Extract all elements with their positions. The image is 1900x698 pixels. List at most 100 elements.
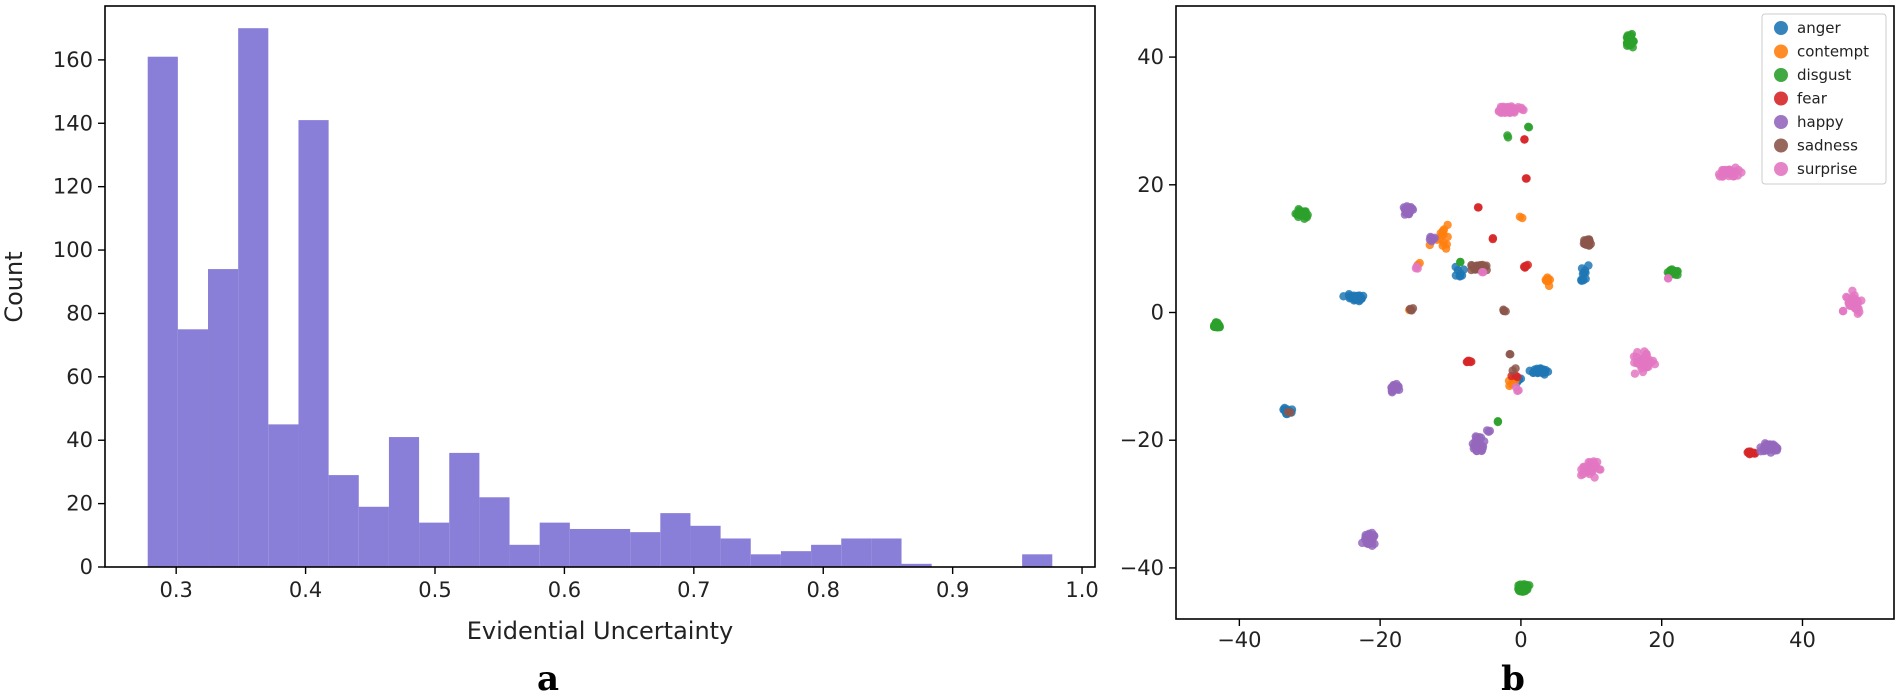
x-tick-label: 0.5	[418, 578, 451, 602]
x-tick-label: 0.9	[936, 578, 969, 602]
legend-item-happy: happy	[1774, 113, 1844, 131]
scatter-points	[1209, 29, 1866, 596]
x-tick-label: 0.6	[548, 578, 581, 602]
scatter-point	[1456, 257, 1465, 267]
legend-marker	[1774, 44, 1788, 59]
y-tick-label: 20	[1137, 173, 1164, 197]
scatter-point	[1413, 264, 1422, 273]
scatter-point	[1586, 465, 1595, 474]
legend-marker	[1774, 138, 1788, 153]
scatter-point	[1535, 365, 1544, 374]
scatter-point	[1513, 372, 1522, 382]
histogram-bar	[509, 544, 540, 567]
histogram-y-label: Count	[0, 251, 28, 322]
scatter-point	[1364, 533, 1373, 542]
x-tick-label: 0	[1514, 628, 1527, 652]
y-tick-label: −20	[1120, 428, 1164, 452]
scatter-point	[1737, 168, 1746, 177]
x-tick-label: 0.3	[159, 578, 192, 602]
histogram-y-ticks: 0 20 40 60 80 100 120 140 160	[53, 48, 105, 579]
scatter-point	[1577, 264, 1587, 273]
scatter-point	[1853, 303, 1862, 312]
scatter-point	[1590, 473, 1599, 482]
histogram-bar	[1022, 554, 1053, 567]
scatter-point	[1629, 37, 1638, 46]
histogram-bar	[388, 437, 420, 567]
scatter-point	[1455, 271, 1465, 280]
histogram-axes-frame	[104, 5, 1096, 568]
scatter-point	[1473, 203, 1483, 212]
scatter-point	[1523, 583, 1532, 592]
scatter-point	[1283, 407, 1293, 417]
legend-label: surprise	[1797, 160, 1857, 178]
legend-marker	[1774, 115, 1788, 129]
scatter-point	[1773, 444, 1782, 453]
histogram-bar	[419, 522, 450, 567]
scatter-point	[1477, 268, 1487, 277]
histogram-bar	[841, 538, 872, 567]
histogram-bar	[720, 538, 751, 567]
histogram-bar	[780, 551, 812, 567]
scatter-x-ticks: −40 −20 0 20 40	[1217, 619, 1816, 652]
histogram-bar	[690, 525, 721, 567]
x-tick-label: 0.7	[677, 578, 710, 602]
legend-label: happy	[1797, 113, 1844, 131]
scatter-point	[1503, 131, 1512, 140]
legend-marker	[1774, 68, 1788, 82]
scatter-point	[1744, 447, 1753, 456]
scatter-point	[1519, 262, 1529, 271]
scatter-point	[1516, 580, 1525, 589]
scatter-point	[1630, 369, 1640, 378]
scatter-point	[1540, 370, 1549, 379]
scatter-point	[1579, 463, 1588, 472]
histogram-bar	[147, 56, 178, 568]
scatter-point	[1508, 366, 1517, 375]
histogram-bar	[238, 28, 269, 567]
histogram-bar	[811, 544, 842, 567]
histogram-bar	[600, 528, 631, 567]
legend-item-anger: anger	[1774, 19, 1841, 37]
scatter-point	[1300, 211, 1309, 220]
scatter-point	[1468, 439, 1478, 448]
legend-item-sadness: sadness	[1774, 137, 1858, 155]
legend-item-fear: fear	[1774, 90, 1828, 108]
scatter-point	[1724, 171, 1734, 181]
scatter-point	[1427, 235, 1437, 244]
scatter-point	[1408, 204, 1417, 213]
x-tick-label: −40	[1217, 628, 1261, 652]
scatter-point	[1524, 123, 1534, 132]
scatter-point	[1408, 304, 1418, 313]
legend-marker	[1774, 21, 1788, 35]
scatter-point	[1478, 444, 1487, 453]
x-tick-label: 40	[1789, 628, 1816, 652]
scatter-point	[1761, 441, 1770, 451]
x-tick-label: 0.4	[289, 578, 322, 602]
scatter-point	[1664, 274, 1673, 283]
scatter-series-happy	[1358, 202, 1782, 550]
scatter-point	[1348, 292, 1358, 301]
scatter-point	[1848, 286, 1857, 295]
histogram-bar	[539, 522, 570, 567]
legend-box	[1761, 13, 1887, 185]
legend-label: contempt	[1797, 43, 1869, 61]
histogram-bar	[750, 554, 781, 567]
scatter-point	[1582, 236, 1591, 245]
scatter-point	[1838, 306, 1848, 316]
legend-label: anger	[1797, 19, 1841, 37]
scatter-point	[1638, 354, 1647, 363]
y-tick-label: 0	[1151, 301, 1164, 325]
y-tick-label: 0	[80, 555, 93, 579]
y-tick-label: 100	[53, 238, 93, 262]
y-tick-label: 120	[53, 175, 93, 199]
scatter-y-ticks: −40 −20 0 20 40	[1120, 45, 1176, 580]
histogram-bar	[660, 513, 691, 567]
scatter-point	[1506, 350, 1515, 359]
scatter-point	[1501, 307, 1510, 316]
scatter-point	[1521, 174, 1531, 183]
scatter-legend: anger contempt disgust fear happy sadness surp…	[1761, 13, 1887, 185]
scatter-point	[1482, 426, 1492, 435]
histogram-x-ticks: 0.3 0.4 0.5 0.6 0.7 0.8 0.9 1.0	[159, 567, 1099, 602]
y-tick-label: 20	[66, 492, 93, 516]
y-tick-label: 80	[66, 301, 93, 325]
